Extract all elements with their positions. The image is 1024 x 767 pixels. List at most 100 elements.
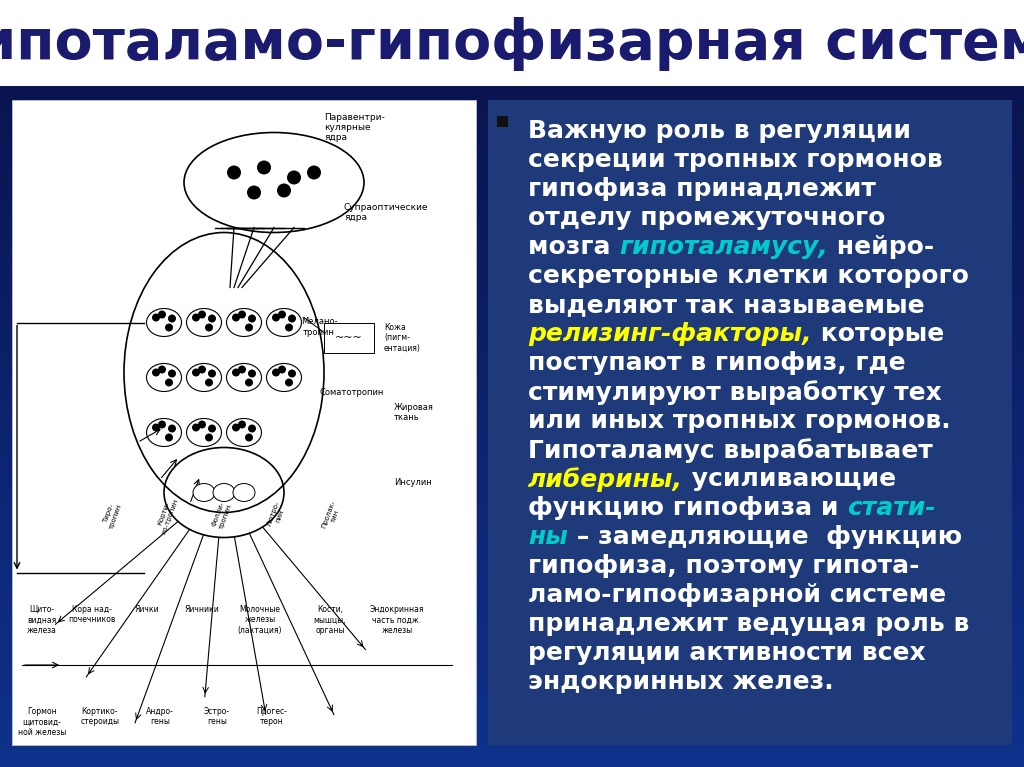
Bar bbox=[0, 667, 1024, 672]
Circle shape bbox=[272, 368, 280, 377]
Bar bbox=[0, 515, 1024, 518]
Bar bbox=[0, 688, 1024, 692]
Bar bbox=[0, 535, 1024, 539]
Bar bbox=[0, 596, 1024, 601]
Bar bbox=[0, 606, 1024, 611]
Bar bbox=[0, 729, 1024, 733]
Bar bbox=[0, 726, 1024, 729]
Bar bbox=[0, 117, 1024, 121]
Bar bbox=[0, 161, 1024, 165]
Bar bbox=[0, 453, 1024, 458]
Bar bbox=[0, 569, 1024, 573]
Circle shape bbox=[238, 366, 246, 374]
Bar bbox=[0, 630, 1024, 634]
Bar bbox=[0, 582, 1024, 587]
Circle shape bbox=[285, 378, 293, 387]
Bar bbox=[0, 528, 1024, 532]
Bar bbox=[0, 579, 1024, 584]
Bar bbox=[0, 222, 1024, 226]
Text: Прогес-
терон: Прогес- терон bbox=[257, 707, 288, 726]
Circle shape bbox=[245, 433, 253, 442]
Text: Инсулин: Инсулин bbox=[394, 478, 432, 487]
Bar bbox=[0, 719, 1024, 723]
Text: Лютро-
пин: Лютро- пин bbox=[266, 500, 288, 530]
Bar bbox=[0, 93, 1024, 97]
Text: функцию гипофиза и: функцию гипофиза и bbox=[528, 496, 847, 520]
Circle shape bbox=[227, 166, 241, 179]
Bar bbox=[0, 637, 1024, 641]
Text: нейро-: нейро- bbox=[828, 235, 934, 259]
Bar bbox=[0, 691, 1024, 696]
Text: Яичники: Яичники bbox=[184, 605, 219, 614]
Bar bbox=[0, 371, 1024, 376]
Circle shape bbox=[205, 433, 213, 442]
Bar bbox=[0, 653, 1024, 658]
Circle shape bbox=[288, 370, 296, 377]
Bar bbox=[0, 385, 1024, 390]
Bar bbox=[0, 280, 1024, 285]
Bar bbox=[0, 154, 1024, 159]
Text: Кожа
(пигм-
ентация): Кожа (пигм- ентация) bbox=[384, 323, 421, 352]
Bar bbox=[0, 300, 1024, 304]
Bar bbox=[0, 192, 1024, 196]
Bar bbox=[12, 100, 476, 745]
Circle shape bbox=[272, 314, 280, 321]
Bar bbox=[0, 123, 1024, 128]
Bar bbox=[0, 137, 1024, 141]
Bar bbox=[0, 0, 1024, 87]
Bar bbox=[0, 347, 1024, 352]
Bar bbox=[0, 491, 1024, 495]
Bar bbox=[0, 365, 1024, 369]
Bar bbox=[0, 396, 1024, 400]
Bar bbox=[0, 746, 1024, 750]
Text: Корти-
ко-тропин: Корти- ко-тропин bbox=[155, 495, 179, 535]
Bar bbox=[0, 599, 1024, 604]
Bar bbox=[0, 205, 1024, 209]
Bar bbox=[0, 467, 1024, 471]
Text: Пролак-
тин: Пролак- тин bbox=[321, 499, 343, 531]
Bar bbox=[0, 143, 1024, 148]
Text: принадлежит ведущая роль в: принадлежит ведущая роль в bbox=[528, 612, 970, 636]
Bar bbox=[0, 127, 1024, 131]
Bar bbox=[0, 532, 1024, 536]
Circle shape bbox=[198, 420, 206, 429]
Bar bbox=[0, 337, 1024, 342]
Bar bbox=[488, 100, 1012, 745]
Bar bbox=[0, 677, 1024, 682]
Text: гипоталамусу,: гипоталамусу, bbox=[620, 235, 828, 259]
Bar bbox=[0, 617, 1024, 621]
Bar bbox=[0, 114, 1024, 117]
Circle shape bbox=[198, 366, 206, 374]
Bar bbox=[0, 494, 1024, 499]
Circle shape bbox=[232, 314, 240, 321]
Text: поступают в гипофиз, где: поступают в гипофиз, где bbox=[528, 351, 905, 375]
Bar bbox=[0, 538, 1024, 542]
Text: Мелано-
тропин: Мелано- тропин bbox=[301, 318, 337, 337]
Bar bbox=[0, 389, 1024, 393]
Bar bbox=[0, 426, 1024, 430]
Circle shape bbox=[193, 314, 200, 321]
Bar bbox=[0, 742, 1024, 746]
Circle shape bbox=[248, 370, 256, 377]
Circle shape bbox=[208, 314, 216, 322]
Circle shape bbox=[288, 314, 296, 322]
Circle shape bbox=[165, 324, 173, 331]
Bar bbox=[0, 715, 1024, 719]
Circle shape bbox=[168, 314, 176, 322]
Bar bbox=[0, 331, 1024, 335]
Bar bbox=[0, 484, 1024, 489]
Bar bbox=[0, 375, 1024, 380]
Bar bbox=[0, 168, 1024, 172]
Text: Гипоталамус вырабатывает: Гипоталамус вырабатывает bbox=[528, 438, 933, 463]
Text: регуляции активности всех: регуляции активности всех bbox=[528, 641, 926, 665]
Text: секреции тропных гормонов: секреции тропных гормонов bbox=[528, 148, 943, 172]
Bar bbox=[0, 307, 1024, 311]
Text: Яички: Яички bbox=[135, 605, 160, 614]
Bar bbox=[0, 328, 1024, 332]
Text: Паравентри-
кулярные
ядра: Паравентри- кулярные ядра bbox=[324, 113, 385, 143]
Bar bbox=[0, 245, 1024, 250]
Bar bbox=[0, 610, 1024, 614]
Bar bbox=[0, 473, 1024, 478]
Bar bbox=[0, 107, 1024, 110]
Text: ны: ны bbox=[528, 525, 568, 549]
